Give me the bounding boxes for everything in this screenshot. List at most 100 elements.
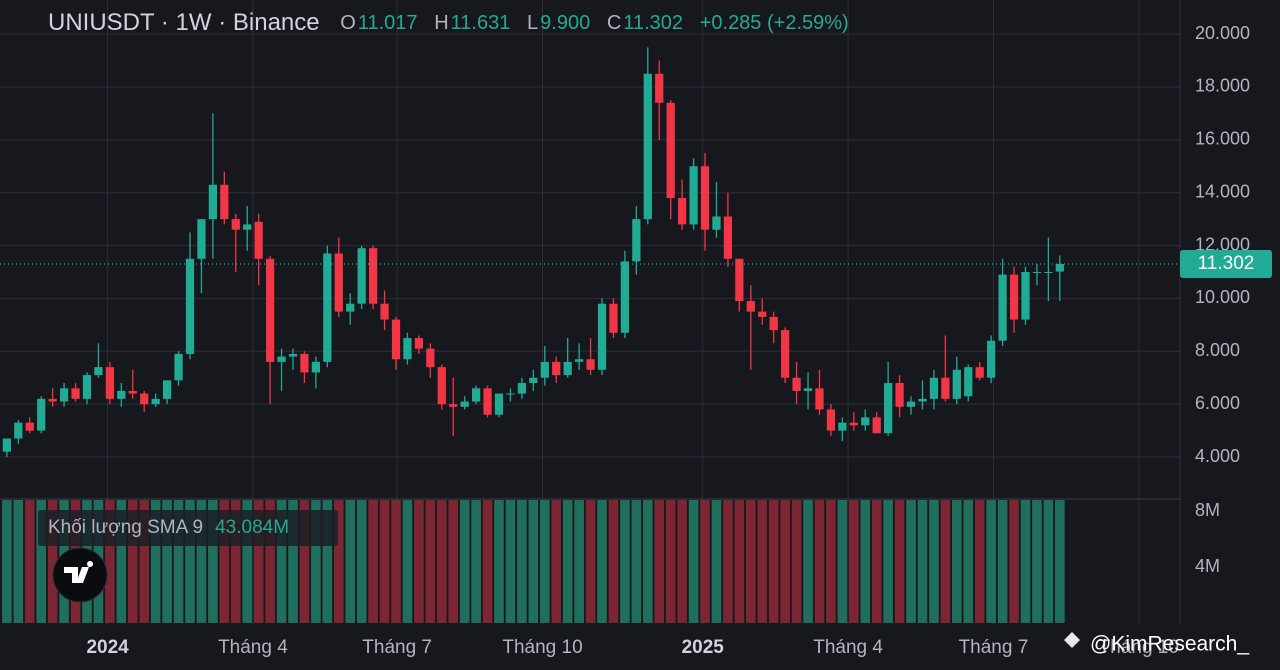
y-tick-label: 12.000 [1195,234,1250,254]
candle-body [1044,271,1053,273]
candle-body [323,253,332,362]
x-tick-label: Tháng 7 [362,637,432,658]
candle-body [540,361,549,378]
x-tick-label: Tháng 10 [1099,637,1179,658]
volume-bar [276,500,287,623]
candle-body [220,184,229,220]
candle-body [815,388,824,410]
volume-bar [631,500,642,623]
volume-bar [826,500,836,623]
watermark: @KimResearch_ [1090,633,1249,656]
candle-body [426,348,435,368]
volume-bar [997,500,1008,623]
candle-body [964,367,973,397]
volume-bar [2,500,12,623]
candle-body [437,367,446,405]
candle-body [231,219,240,230]
low: 9.900 [540,12,590,34]
volume-bar [688,500,699,623]
candle-body [895,383,904,407]
volume-bar [150,500,161,623]
volume-bar [894,500,905,624]
candle-body [494,393,504,415]
candle-body [300,353,309,373]
last-price-box [1180,250,1272,279]
candle-body [311,361,321,373]
volume-bar [139,500,150,623]
candle-body [140,393,149,405]
volume-bar [482,500,493,623]
volume-bar [162,500,172,623]
volume-bar [700,500,710,623]
volume-bar [253,500,264,623]
volume-bar [436,500,447,623]
volume-bar [127,500,138,623]
candle-body [689,166,698,225]
volume-bar [929,500,939,624]
volume-bar [677,500,687,623]
candle-body [643,73,652,220]
candle-body [918,398,927,402]
volume-bar [539,500,550,624]
volume-legend: Khối lượng SMA 9 43.084M [48,517,289,538]
volume-bar [1009,500,1019,623]
volume-bar [917,500,928,623]
volume-bar [13,500,24,624]
candle-body [952,369,961,399]
volume-bar [608,500,619,623]
volume-bar [791,500,802,623]
volume-bar [356,500,367,623]
candle-body [666,102,675,198]
candle-body [151,398,160,405]
y-tick-label: 14.000 [1195,181,1250,201]
volume-bar [242,500,253,623]
candle-body [552,361,561,376]
candle-body [346,303,355,312]
candle-body [48,398,57,402]
watermark-icon [1064,632,1080,648]
volume-legend-label: Khối lượng SMA 9 [48,517,203,538]
candle-body [105,367,114,399]
volume-bar [230,500,241,624]
candle-body [506,393,515,395]
volume-bar [654,500,665,624]
change: +0.285 (+2.59%) [700,12,849,34]
volume-bar [1043,500,1054,624]
candle-body [82,375,92,399]
x-tick-label: Tháng 10 [502,637,582,658]
candle-body [128,390,137,394]
candle-body [357,248,366,304]
candle-body [94,367,103,376]
candle-body [243,224,252,230]
volume-legend-box [38,510,338,546]
candle-body [288,353,298,357]
y-tick-label: 20.000 [1195,23,1250,43]
x-tick-label: Tháng 7 [959,637,1029,658]
x-tick-label: 2025 [682,637,725,658]
volume-bar [963,500,974,623]
candle-body [861,417,870,426]
candle-body [59,388,69,402]
volume-bar [288,500,298,623]
volume-bar [711,500,722,623]
volume-bar [803,500,813,623]
volume-bar [814,500,825,624]
volume-bar [24,500,35,623]
volume-sma: 43.084M [215,517,289,538]
candle-body [620,261,630,333]
candle-body [162,380,172,399]
volume-bar [448,500,459,624]
candle-body [700,166,710,230]
candle-body [849,422,858,426]
volume-bar [265,500,275,623]
volume-bar [780,500,790,623]
candle-body [803,388,813,391]
candle-body [586,359,595,370]
low-label: L [527,12,538,34]
volume-bar [173,500,184,623]
volume-bar [906,500,916,623]
volume-bar [219,500,230,623]
volume-bar [391,500,401,624]
volume-bar [620,500,630,623]
